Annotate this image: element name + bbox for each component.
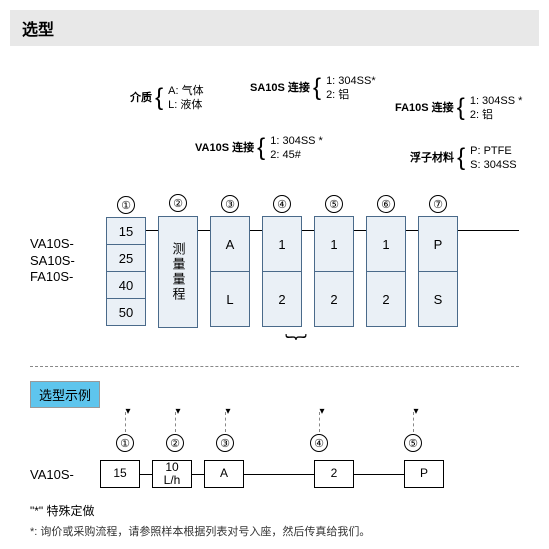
brace-icon: { [313,81,321,95]
opt-50: 50 [106,298,146,326]
ex-num-3: ③ [216,434,234,452]
legend-va10s-opt2: 2: 45# [270,149,301,161]
col-num-4: ④ [273,195,291,213]
footnote-1: "*" 特殊定做 [30,502,539,519]
arrow-down-icon [319,412,320,432]
legend-fa10s-opt1: 1: 304SS * [470,95,523,107]
legend-va10s-opt1: 1: 304SS * [270,135,323,147]
opt-5-1: 1 [314,216,354,272]
legend-sa10s-opt2: 2: 铝 [326,89,349,101]
prefix-labels: VA10S- SA10S- FA10S- [30,236,100,287]
opt-A: A [210,216,250,272]
legend-float-opt2: S: 304SS [470,159,516,171]
col-num-1: ① [117,196,135,214]
brace-icon: { [257,141,265,155]
example-prefix: VA10S- [30,467,100,482]
opt-L: L [210,271,250,327]
brace-icon: { [457,151,465,165]
connector [244,474,314,475]
col-num-5: ⑤ [325,195,343,213]
col-num-3: ③ [221,195,239,213]
legend-medium-opt2: L: 液体 [168,99,202,111]
ex-num-4: ④ [310,434,328,452]
opt-6-2: 2 [366,271,406,327]
col-2: ② 测量量程 [158,194,198,328]
legend-medium-label: 介质 [130,92,152,104]
col-6: ⑥ 1 2 [366,195,406,327]
col-4: ④ 1 2 [262,195,302,327]
prefix-fa10s: FA10S- [30,269,100,286]
col-7: ⑦ P S [418,195,458,327]
arrow-down-icon [413,412,414,432]
opt-25: 25 [106,244,146,272]
example-partnumber: VA10S- 15 10 L/h A 2 P [30,460,539,488]
connector [354,474,404,475]
under-brace-icon: ︸ [285,328,539,360]
opt-P: P [418,216,458,272]
ex-box-5: P [404,460,444,488]
page-title: 选型 [10,10,539,46]
ex-num-2: ② [166,434,184,452]
footnote-2: *: 询价或采购流程，请参照样本根据列表对号入座，然后传真给我们。 [30,523,539,539]
legend-sa10s-opt1: 1: 304SS* [326,75,376,87]
prefix-va10s: VA10S- [30,236,100,253]
brace-icon: { [457,101,465,115]
ex-num-1: ① [116,434,134,452]
arrow-down-icon [175,412,176,432]
opt-range: 测量量程 [158,216,198,328]
legend-sa10s-label: SA10S 连接 [250,82,310,94]
legend-fa10s-label: FA10S 连接 [395,102,454,114]
col-num-2: ② [169,194,187,212]
legend-medium: 介质 { A: 气体 L: 液体 [130,84,204,113]
opt-S: S [418,271,458,327]
arrow-down-icon [125,412,126,432]
opt-4-2: 2 [262,271,302,327]
example-label: 选型示例 [30,381,100,408]
partnumber-grid: VA10S- SA10S- FA10S- ① 15 25 40 50 ② 测量量… [30,194,539,328]
ex-box-1: 15 [100,460,140,488]
divider [30,366,519,367]
legend-fa10s: FA10S 连接 { 1: 304SS * 2: 铝 [395,94,522,123]
legend-va10s: VA10S 连接 { 1: 304SS * 2: 45# [195,134,323,163]
ex-box-4: 2 [314,460,354,488]
col-3: ③ A L [210,195,250,327]
ex-box-2: 10 L/h [152,460,192,488]
opt-4-1: 1 [262,216,302,272]
col-num-6: ⑥ [377,195,395,213]
legend-medium-opt1: A: 气体 [168,85,203,97]
connector [140,474,152,475]
opt-15: 15 [106,217,146,245]
prefix-sa10s: SA10S- [30,253,100,270]
col-1: ① 15 25 40 50 [106,196,146,326]
legend-fa10s-opt2: 2: 铝 [470,109,493,121]
legend-sa10s: SA10S 连接 { 1: 304SS* 2: 铝 [250,74,376,103]
col-5: ⑤ 1 2 [314,195,354,327]
ex-box-3: A [204,460,244,488]
legend-va10s-label: VA10S 连接 [195,142,254,154]
legend-float-label: 浮子材料 [410,152,454,164]
legend-float-opt1: P: PTFE [470,145,512,157]
opt-40: 40 [106,271,146,299]
example-arrows: ① ② ③ ④ ⑤ [100,412,539,456]
opt-5-2: 2 [314,271,354,327]
brace-icon: { [155,91,163,105]
legend-area: 介质 { A: 气体 L: 液体 SA10S 连接 { 1: 304SS* 2:… [110,54,539,194]
opt-6-1: 1 [366,216,406,272]
col-num-7: ⑦ [429,195,447,213]
connector [192,474,204,475]
legend-float: 浮子材料 { P: PTFE S: 304SS [410,144,517,173]
arrow-down-icon [225,412,226,432]
ex-num-5: ⑤ [404,434,422,452]
